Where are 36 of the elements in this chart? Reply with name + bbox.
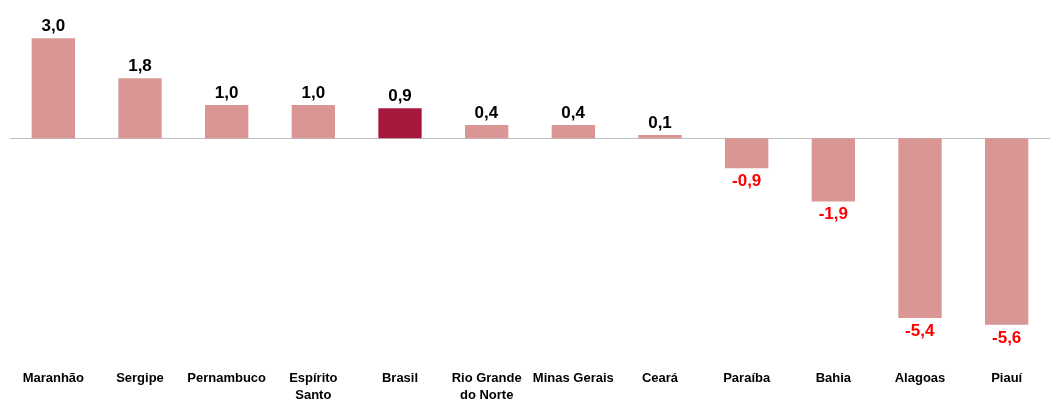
data-label: 1,0: [214, 82, 239, 102]
data-label: -5,6: [992, 327, 1022, 347]
data-label: 0,1: [648, 112, 672, 132]
bar: [291, 104, 335, 139]
bar: [811, 138, 855, 202]
data-label: -0,9: [732, 171, 762, 191]
x-tick-label: Sergipe: [116, 370, 164, 385]
x-tick-label: Maranhão: [22, 370, 85, 385]
data-label: 3,0: [41, 16, 66, 36]
data-label: 0,4: [561, 102, 586, 122]
x-tick-label: Brasil: [381, 370, 419, 385]
data-label: 1,0: [301, 82, 326, 102]
x-tick-label: Rio Grande do Norte: [451, 370, 522, 402]
data-label: 0,9: [388, 86, 412, 106]
x-tick-label: Espírito Santo: [289, 370, 338, 402]
data-label: 1,8: [128, 56, 152, 76]
bar: [118, 78, 162, 139]
x-tick-label: Minas Gerais: [532, 370, 614, 385]
bar: [985, 138, 1029, 325]
x-tick-label: Bahia: [815, 370, 852, 385]
data-label: -1,9: [818, 204, 848, 224]
bar: [551, 124, 595, 139]
data-label: 0,4: [474, 102, 499, 122]
bar: [638, 134, 682, 139]
bar: [725, 138, 769, 169]
x-tick-label: Piauí: [991, 370, 1023, 385]
x-tick-label: Ceará: [641, 370, 679, 385]
bar: [465, 124, 509, 139]
bar: [31, 38, 75, 139]
x-tick-label: Paraíba: [723, 370, 771, 385]
x-tick-label: Alagoas: [894, 370, 946, 385]
bar: [205, 104, 249, 139]
x-tick-label: Pernambuco: [187, 370, 267, 385]
bar: [898, 138, 942, 319]
data-label: -5,4: [905, 321, 935, 341]
bar: [378, 108, 422, 139]
